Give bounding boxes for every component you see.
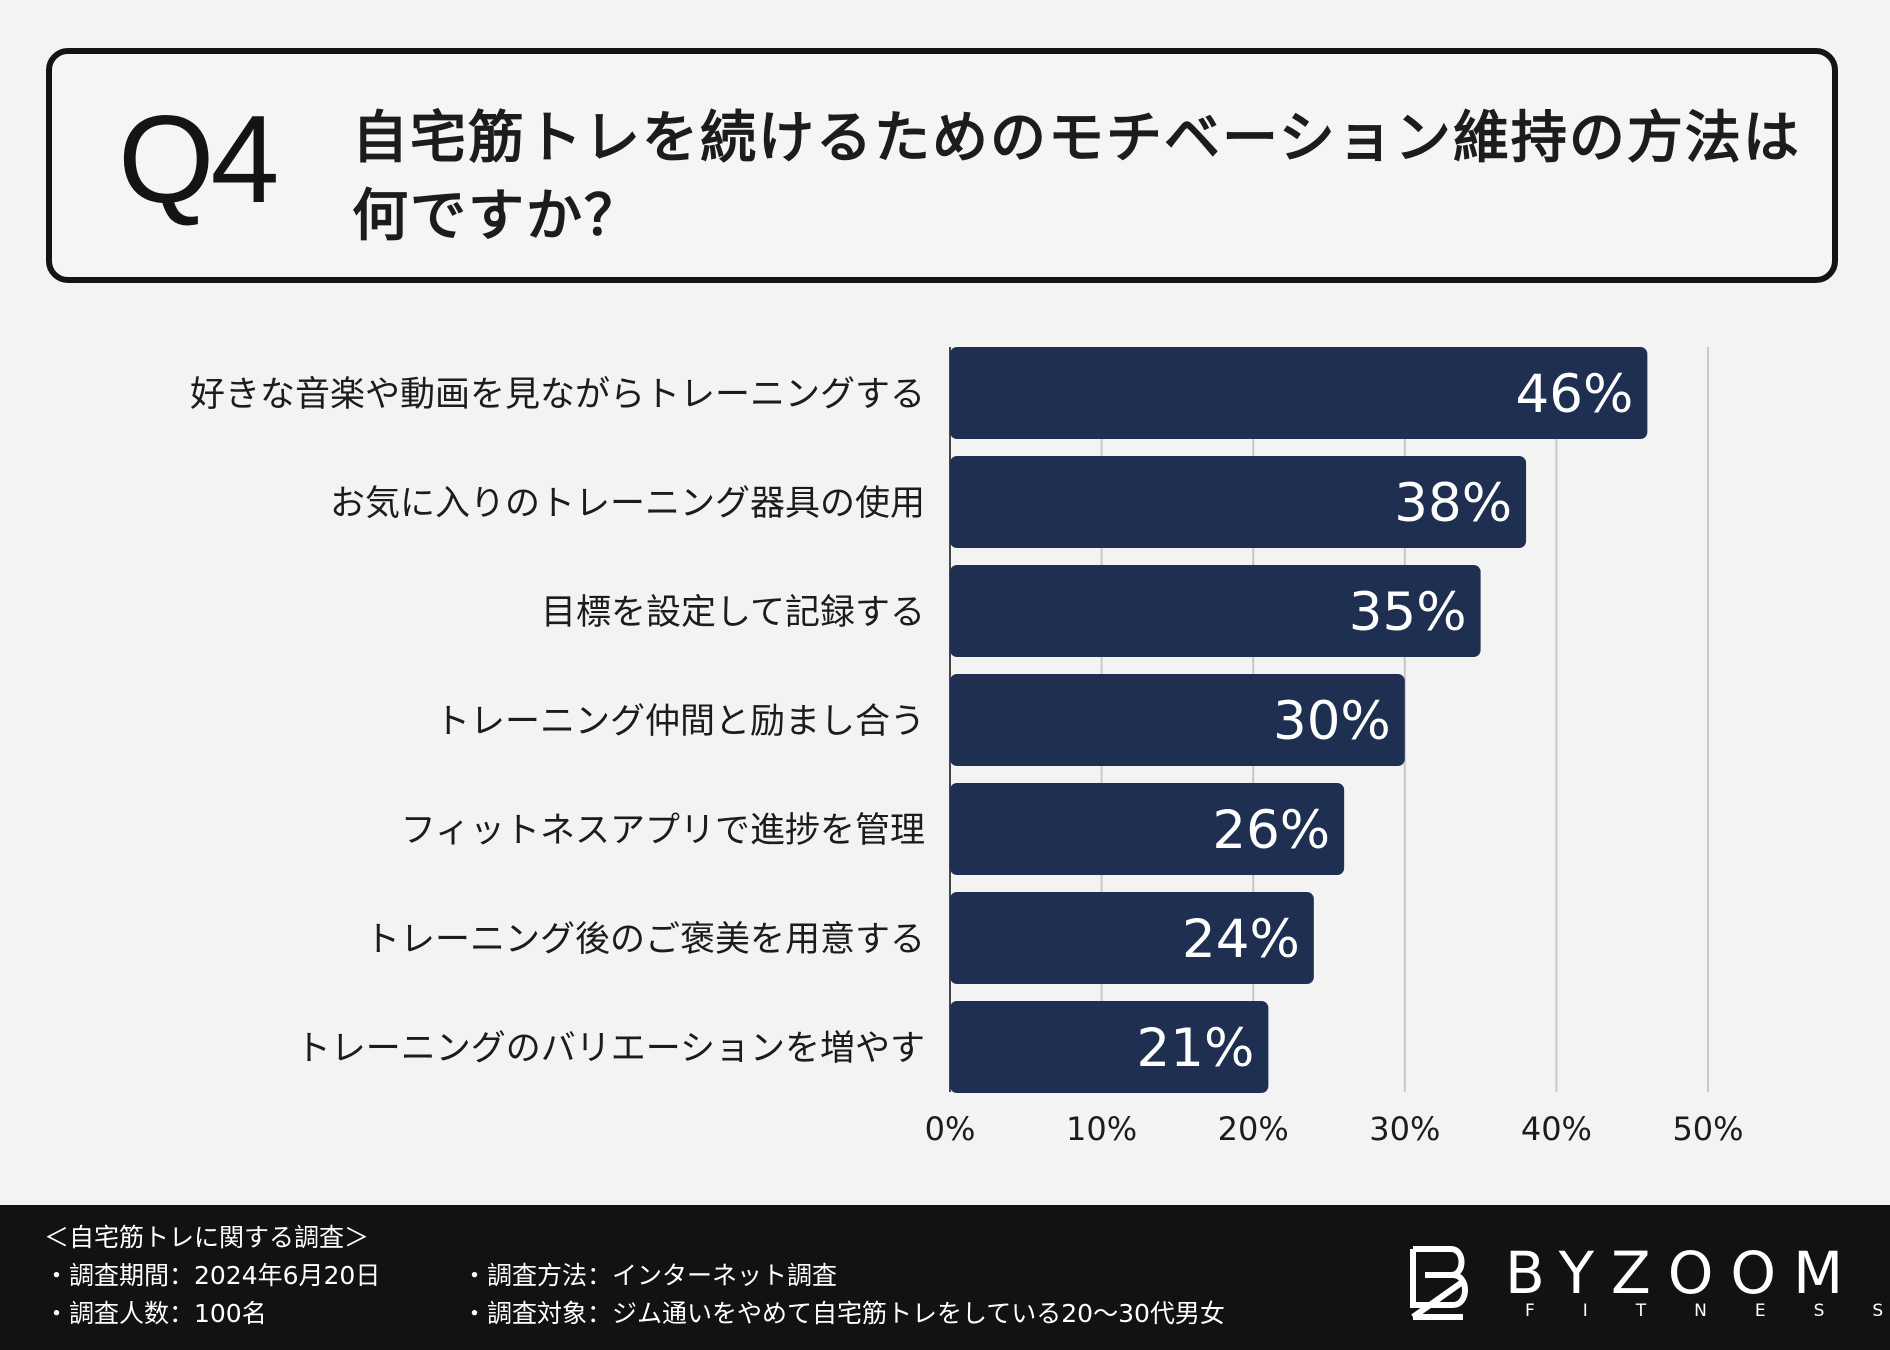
x-tick-label: 10% [1066,1110,1137,1148]
bar-chart: 0% 10% 20% 30% 40% 50% 46% 好きな音楽や動画を見ながらトレーニングす… [190,347,1744,1148]
question-box: Q4 自宅筋トレを続けるためのモチベーション維持の方法は 何ですか？ [46,48,1838,283]
category-label: トレーニング後のご褒美を用意する [365,920,925,960]
bar [950,783,1345,875]
bar-value-label: 35% [1349,582,1467,643]
brand-logo: BYZOOM FITNESS [1405,1239,1883,1323]
bar-value-label: 38% [1394,473,1512,534]
bar [950,456,1527,548]
category-label: 好きな音楽や動画を見ながらトレーニングする [190,375,925,415]
bar [950,892,1314,984]
bar-layer [950,347,1648,1093]
question-number: Q4 [118,91,279,229]
x-tick-label: 50% [1672,1110,1743,1148]
footer: ＜自宅筋トレに関する調査＞ ・調査期間：2024年6月20日 ・調査人数：100… [0,1205,1890,1350]
bar-value-label: 24% [1182,909,1300,970]
x-tick-label: 0% [925,1110,976,1148]
question-text: 自宅筋トレを続けるためのモチベーション維持の方法は 何ですか？ [352,106,1801,249]
survey-period: ・調査期間：2024年6月20日 [44,1261,381,1290]
logo-subtitle: FITNESS [1525,1301,1883,1321]
bar [950,565,1481,657]
category-label: トレーニングのバリエーションを増やす [296,1029,925,1069]
category-label: お気に入りのトレーニング器具の使用 [330,484,925,524]
byzoom-logo-icon [1410,1246,1468,1320]
bar [950,1001,1269,1093]
category-label: トレーニング仲間と励まし合う [435,702,925,742]
survey-target: ・調査対象：ジム通いをやめて自宅筋トレをしている20～30代男女 [462,1299,1225,1328]
category-label: フィットネスアプリで進捗を管理 [401,811,925,851]
x-tick-label: 40% [1521,1110,1592,1148]
bar-value-label: 26% [1212,800,1330,861]
survey-title: ＜自宅筋トレに関する調査＞ [44,1223,370,1252]
bar-value-label: 21% [1137,1018,1255,1079]
category-label: 目標を設定して記録する [541,593,925,633]
bar [950,674,1405,766]
survey-method: ・調査方法：インターネット調査 [462,1261,838,1290]
label-layer: 0% 10% 20% 30% 40% 50% 46% 好きな音楽や動画を見ながらトレーニングす… [190,364,1744,1148]
x-tick-label: 20% [1218,1110,1289,1148]
bar [950,347,1648,439]
logo-wordmark: BYZOOM [1505,1239,1861,1307]
bar-value-label: 30% [1273,691,1391,752]
x-tick-label: 30% [1369,1110,1440,1148]
bar-value-label: 46% [1516,364,1634,425]
survey-respondents: ・調査人数：100名 [44,1299,267,1328]
